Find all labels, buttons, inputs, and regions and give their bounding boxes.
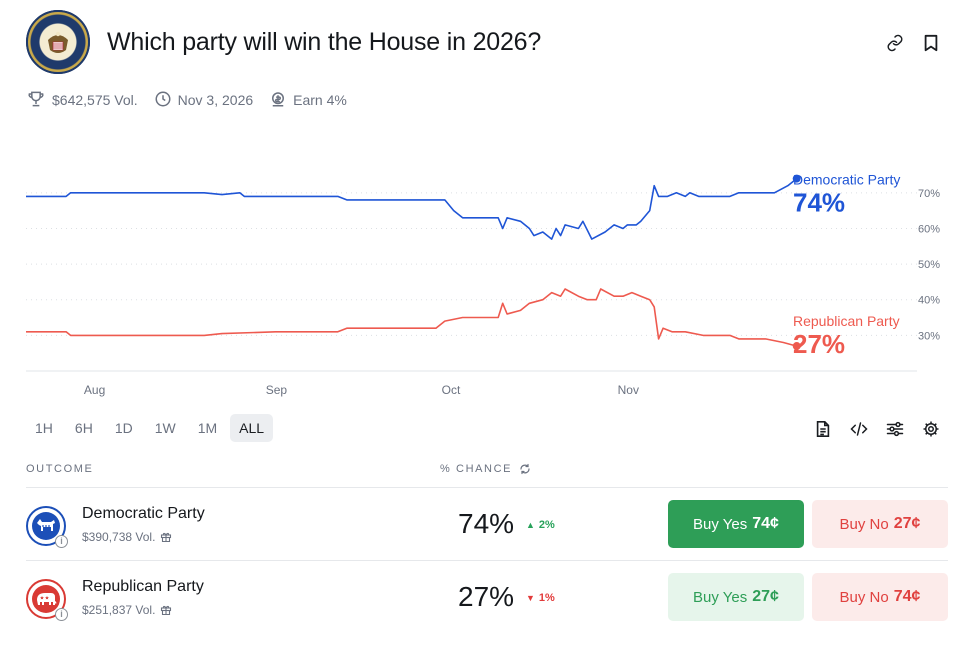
divider [26,487,948,488]
link-icon[interactable] [884,32,906,54]
series-current-value: 27% [793,329,845,359]
x-tick-label: Aug [84,383,105,397]
buy-no-button[interactable]: Buy No 74¢ [812,573,948,621]
earn-icon [269,90,293,111]
x-tick-label: Sep [266,383,288,397]
buy-yes-button[interactable]: Buy Yes 27¢ [668,573,804,621]
time-range-all[interactable]: ALL [230,414,274,442]
outcome-volume-text: $251,837 Vol. [82,603,156,617]
outcome-header-label: OUTCOME [26,463,94,475]
buy-yes-price: 27¢ [752,588,779,605]
outcome-chance: 27% [458,581,515,612]
time-range-6h[interactable]: 6H [74,420,93,436]
total-volume: $642,575 Vol. [52,92,138,108]
price-chart[interactable]: 70% 60% 50% 40% 30% Aug Sep Oct Nov Democratic … [0,140,979,400]
bookmark-icon[interactable] [920,32,942,54]
info-icon[interactable]: i [55,535,68,548]
y-tick-label: 70% [918,188,940,200]
market-meta: $642,575 Vol. Nov 3, 2026 Earn 4% [26,90,363,110]
chance-column-header: % CHANCE [440,463,531,475]
outcome-volume-text: $390,738 Vol. [82,530,156,544]
series-endpoint [792,342,801,351]
document-icon[interactable] [811,418,835,440]
divider [26,560,948,561]
end-date: Nov 3, 2026 [177,92,254,108]
donkey-icon [26,506,66,546]
triangle-down-icon: ▼ [526,593,535,603]
buy-no-label: Buy No [839,588,889,606]
refresh-icon[interactable] [519,463,531,475]
y-tick-label: 30% [918,330,940,342]
chance-change: ▲ 2% [526,519,555,531]
market-title: Which party will win the House in 2026? [107,28,542,56]
outcome-volume: $251,837 Vol. [82,603,172,617]
gift-icon[interactable] [155,531,172,543]
outcome-row-democratic[interactable]: i Democratic Party $390,738 Vol. 74% ▲ 2… [26,488,948,560]
info-icon[interactable]: i [55,608,68,621]
chart-tools [799,418,943,440]
chance-header-label: % CHANCE [440,463,513,475]
market-header: Which party will win the House in 2026? [26,10,956,76]
series-current-value: 74% [793,188,845,218]
sliders-icon[interactable] [883,418,907,440]
buy-no-button[interactable]: Buy No 27¢ [812,500,948,548]
series-line-republican [26,288,797,347]
outcome-column-header: OUTCOME [26,463,93,475]
gear-icon[interactable] [919,418,943,440]
house-seal-icon [26,10,90,74]
code-icon[interactable] [847,418,871,440]
trophy-icon [26,89,52,112]
series-name-label: Democratic Party [793,172,900,188]
time-range-1w[interactable]: 1W [154,420,176,436]
x-tick-label: Nov [618,383,639,397]
buy-no-label: Buy No [839,515,889,533]
outcome-row-republican[interactable]: i Republican Party $251,837 Vol. 27% ▼ 1… [26,561,948,633]
x-tick-label: Oct [442,383,461,397]
outcome-name: Republican Party [82,578,204,595]
buy-yes-label: Buy Yes [693,588,748,606]
series-line-democratic [26,177,798,240]
chance-change-value: 2% [538,519,555,531]
volume-meta: $642,575 Vol. [26,89,138,112]
chance-change-value: 1% [538,592,555,604]
outcome-volume: $390,738 Vol. [82,530,172,544]
chance-change: ▼ 1% [526,592,555,604]
y-tick-label: 50% [918,259,940,271]
series-name-label: Republican Party [793,313,900,329]
end-date-meta: Nov 3, 2026 [154,90,254,111]
buy-yes-price: 74¢ [752,515,779,532]
time-range-1h[interactable]: 1H [35,420,53,436]
buy-no-price: 27¢ [893,515,921,532]
y-tick-label: 60% [918,223,940,235]
earn-label: Earn 4% [293,92,347,108]
series-endpoint [792,174,801,183]
y-tick-label: 40% [918,295,940,307]
buy-yes-label: Buy Yes [693,515,748,533]
time-range-1m[interactable]: 1M [197,420,218,436]
time-range-1d[interactable]: 1D [114,420,133,436]
clock-icon [154,90,178,111]
elephant-icon [26,579,66,619]
buy-no-price: 74¢ [893,588,921,605]
gift-icon[interactable] [155,604,172,616]
time-range-selector: 1H 6H 1D 1W 1M ALL [26,414,277,442]
buy-yes-button[interactable]: Buy Yes 74¢ [668,500,804,548]
triangle-up-icon: ▲ [526,520,535,530]
outcome-name: Democratic Party [82,505,205,522]
earn-meta[interactable]: Earn 4% [269,90,347,111]
outcome-chance: 74% [458,508,515,539]
